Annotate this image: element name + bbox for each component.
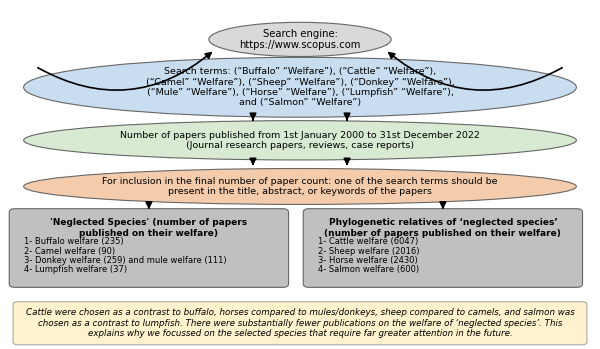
Text: Number of papers published from 1st January 2000 to 31st December 2022
(Journal : Number of papers published from 1st Janu… xyxy=(120,131,480,150)
Text: 1- Cattle welfare (6047): 1- Cattle welfare (6047) xyxy=(318,237,418,246)
Ellipse shape xyxy=(23,169,577,205)
Text: 2- Sheep welfare (2016): 2- Sheep welfare (2016) xyxy=(318,247,419,256)
Text: For inclusion in the final number of paper count: one of the search terms should: For inclusion in the final number of pap… xyxy=(102,177,498,196)
Text: Search engine:
https://www.scopus.com: Search engine: https://www.scopus.com xyxy=(239,29,361,50)
Text: 4- Lumpfish welfare (37): 4- Lumpfish welfare (37) xyxy=(24,265,127,274)
Text: 3- Horse welfare (2430): 3- Horse welfare (2430) xyxy=(318,256,418,265)
Text: 3- Donkey welfare (259) and mule welfare (111): 3- Donkey welfare (259) and mule welfare… xyxy=(24,256,227,265)
Text: 4- Salmon welfare (600): 4- Salmon welfare (600) xyxy=(318,265,419,274)
Ellipse shape xyxy=(209,22,391,57)
Text: 'Neglected Species' (number of papers
published on their welfare): 'Neglected Species' (number of papers pu… xyxy=(50,218,247,238)
Text: Phylogenetic relatives of ‘neglected species’
(number of papers published on the: Phylogenetic relatives of ‘neglected spe… xyxy=(325,218,562,238)
FancyBboxPatch shape xyxy=(13,302,587,345)
Ellipse shape xyxy=(23,121,577,160)
FancyBboxPatch shape xyxy=(9,209,289,287)
Text: 2- Camel welfare (90): 2- Camel welfare (90) xyxy=(24,247,115,256)
Text: Cattle were chosen as a contrast to buffalo, horses compared to mules/donkeys, s: Cattle were chosen as a contrast to buff… xyxy=(26,309,574,338)
FancyBboxPatch shape xyxy=(303,209,583,287)
Text: 1- Buffalo welfare (235): 1- Buffalo welfare (235) xyxy=(24,237,124,246)
Ellipse shape xyxy=(23,57,577,117)
Text: Search terms: (“Buffalo” “Welfare”), (“Cattle” “Welfare”),
(“Camel” “Welfare”), : Search terms: (“Buffalo” “Welfare”), (“C… xyxy=(146,67,454,107)
